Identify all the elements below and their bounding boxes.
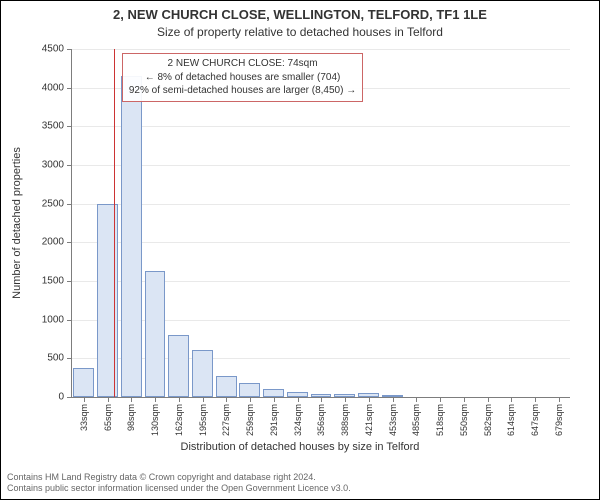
x-tick-label: 388sqm: [340, 404, 350, 436]
x-tick-label: 356sqm: [316, 404, 326, 436]
x-tick-label: 550sqm: [459, 404, 469, 436]
y-tick-mark: [67, 281, 72, 282]
x-tick-label: 227sqm: [221, 404, 231, 436]
x-tick-mark: [203, 397, 204, 402]
histogram-bar: [263, 389, 284, 397]
x-tick-mark: [511, 397, 512, 402]
x-tick-label: 259sqm: [245, 404, 255, 436]
histogram-bar: [145, 271, 166, 397]
y-tick-mark: [67, 49, 72, 50]
x-tick-label: 291sqm: [269, 404, 279, 436]
title-subtitle: Size of property relative to detached ho…: [1, 25, 599, 39]
y-tick-mark: [67, 88, 72, 89]
x-tick-mark: [535, 397, 536, 402]
x-tick-mark: [298, 397, 299, 402]
y-tick-label: 500: [0, 353, 64, 364]
x-tick-mark: [155, 397, 156, 402]
y-tick-label: 2000: [0, 237, 64, 248]
x-axis-label: Distribution of detached houses by size …: [1, 441, 599, 453]
x-tick-label: 421sqm: [364, 404, 374, 436]
chart-frame: 2, NEW CHURCH CLOSE, WELLINGTON, TELFORD…: [0, 0, 600, 500]
y-tick-mark: [67, 320, 72, 321]
x-tick-mark: [440, 397, 441, 402]
x-tick-label: 453sqm: [388, 404, 398, 436]
x-tick-mark: [488, 397, 489, 402]
histogram-bar: [192, 350, 213, 397]
x-tick-mark: [274, 397, 275, 402]
histogram-bar: [121, 76, 142, 397]
x-tick-mark: [131, 397, 132, 402]
x-tick-label: 647sqm: [530, 404, 540, 436]
x-tick-mark: [369, 397, 370, 402]
histogram-bar: [168, 335, 189, 397]
histogram-bar: [73, 368, 94, 397]
x-tick-label: 614sqm: [506, 404, 516, 436]
gridline: [72, 49, 570, 50]
x-tick-label: 485sqm: [411, 404, 421, 436]
x-tick-mark: [84, 397, 85, 402]
x-tick-label: 162sqm: [174, 404, 184, 436]
gridline: [72, 204, 570, 205]
y-tick-label: 3500: [0, 121, 64, 132]
x-tick-label: 195sqm: [198, 404, 208, 436]
y-tick-mark: [67, 397, 72, 398]
y-tick-mark: [67, 126, 72, 127]
y-tick-label: 4500: [0, 44, 64, 55]
x-tick-label: 98sqm: [126, 404, 136, 431]
y-tick-mark: [67, 165, 72, 166]
callout-box: 2 NEW CHURCH CLOSE: 74sqm← 8% of detache…: [122, 53, 363, 102]
x-tick-label: 582sqm: [483, 404, 493, 436]
x-tick-mark: [179, 397, 180, 402]
callout-line: 2 NEW CHURCH CLOSE: 74sqm: [129, 57, 356, 71]
y-tick-mark: [67, 242, 72, 243]
x-tick-mark: [321, 397, 322, 402]
x-tick-label: 679sqm: [554, 404, 564, 436]
y-tick-label: 3000: [0, 160, 64, 171]
x-tick-label: 130sqm: [150, 404, 160, 436]
y-tick-mark: [67, 358, 72, 359]
y-tick-label: 1500: [0, 276, 64, 287]
histogram-bar: [216, 376, 237, 397]
y-tick-label: 2500: [0, 198, 64, 209]
y-tick-label: 1000: [0, 314, 64, 325]
x-tick-mark: [345, 397, 346, 402]
footer-attribution: Contains HM Land Registry data © Crown c…: [7, 472, 351, 495]
x-tick-mark: [250, 397, 251, 402]
callout-line: ← 8% of detached houses are smaller (704…: [129, 71, 356, 85]
x-tick-label: 33sqm: [79, 404, 89, 431]
y-tick-mark: [67, 204, 72, 205]
x-tick-mark: [559, 397, 560, 402]
plot-area: 05001000150020002500300035004000450033sq…: [71, 49, 570, 398]
footer-line-1: Contains HM Land Registry data © Crown c…: [7, 472, 351, 484]
gridline: [72, 126, 570, 127]
title-address: 2, NEW CHURCH CLOSE, WELLINGTON, TELFORD…: [1, 7, 599, 22]
footer-line-2: Contains public sector information licen…: [7, 483, 351, 495]
x-tick-mark: [393, 397, 394, 402]
reference-line: [114, 49, 115, 397]
x-tick-mark: [416, 397, 417, 402]
x-tick-label: 65sqm: [103, 404, 113, 431]
gridline: [72, 165, 570, 166]
x-tick-mark: [108, 397, 109, 402]
x-tick-mark: [464, 397, 465, 402]
histogram-bar: [239, 383, 260, 397]
callout-line: 92% of semi-detached houses are larger (…: [129, 84, 356, 98]
y-tick-label: 4000: [0, 82, 64, 93]
gridline: [72, 242, 570, 243]
y-tick-label: 0: [0, 392, 64, 403]
x-tick-label: 324sqm: [293, 404, 303, 436]
x-tick-label: 518sqm: [435, 404, 445, 436]
x-tick-mark: [226, 397, 227, 402]
